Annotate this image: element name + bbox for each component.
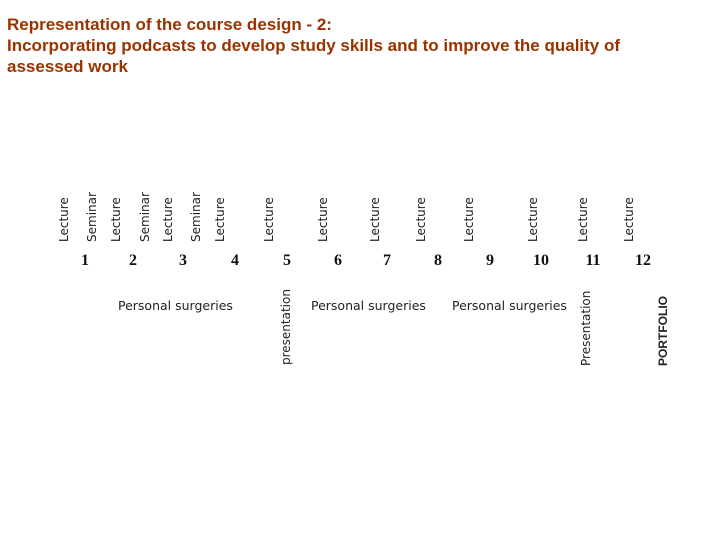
- week-number: 8: [434, 252, 442, 269]
- session-label-lecture: Lecture: [109, 197, 123, 242]
- session-label-lecture: Lecture: [161, 197, 175, 242]
- week-number: 11: [585, 252, 601, 269]
- personal-surgeries-label: Personal surgeries: [452, 298, 567, 313]
- title-line-1: Representation of the course design - 2:: [7, 15, 332, 34]
- week-number: 9: [486, 252, 494, 269]
- week-number: 3: [179, 252, 187, 269]
- session-label-seminar: Seminar: [85, 192, 99, 242]
- week-number: 10: [533, 252, 549, 269]
- portfolio-label: PORTFOLIO: [656, 296, 670, 366]
- session-label-lecture: Lecture: [316, 197, 330, 242]
- title-line-3: assessed work: [7, 57, 128, 76]
- slide-title: Representation of the course design - 2:…: [7, 14, 707, 77]
- session-label-lecture: Lecture: [414, 197, 428, 242]
- presentation-label: Presentation: [579, 290, 593, 366]
- session-label-lecture: Lecture: [262, 197, 276, 242]
- session-label-seminar: Seminar: [189, 192, 203, 242]
- session-label-lecture: Lecture: [368, 197, 382, 242]
- personal-surgeries-label: Personal surgeries: [311, 298, 426, 313]
- session-label-seminar: Seminar: [138, 192, 152, 242]
- personal-surgeries-label: Personal surgeries: [118, 298, 233, 313]
- week-number: 6: [334, 252, 342, 269]
- session-label-lecture: Lecture: [462, 197, 476, 242]
- week-number: 5: [283, 252, 291, 269]
- session-label-lecture: Lecture: [576, 197, 590, 242]
- title-line-2: Incorporating podcasts to develop study …: [7, 36, 621, 55]
- session-label-lecture: Lecture: [213, 197, 227, 242]
- session-label-lecture: Lecture: [526, 197, 540, 242]
- week-number: 2: [129, 252, 137, 269]
- week-number: 7: [383, 252, 391, 269]
- week-number: 12: [635, 252, 651, 269]
- week-number: 1: [81, 252, 89, 269]
- session-label-lecture: Lecture: [57, 197, 71, 242]
- session-label-lecture: Lecture: [622, 197, 636, 242]
- week-number: 4: [231, 252, 239, 269]
- presentation-label: presentation: [279, 289, 293, 365]
